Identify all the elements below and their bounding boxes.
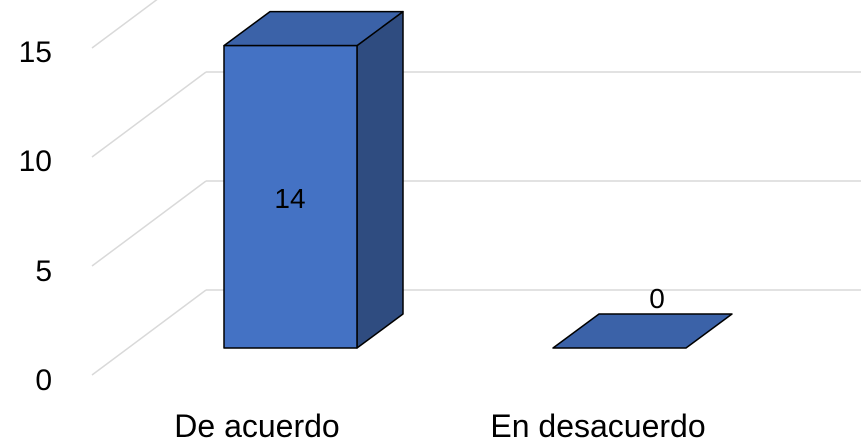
y-axis-ticks: 0 5 10 15 — [19, 36, 52, 397]
bar-side-face — [356, 10, 404, 349]
y-tick-label: 15 — [19, 36, 52, 69]
data-labels: 14 0 — [274, 183, 664, 314]
data-label-de-acuerdo: 14 — [274, 183, 305, 214]
category-label-de-acuerdo: De acuerdo — [174, 408, 339, 444]
y-tick-label: 5 — [35, 255, 52, 288]
bar-de-acuerdo — [223, 10, 404, 349]
gridline-floor — [91, 289, 207, 376]
data-label-en-desacuerdo: 0 — [649, 283, 665, 314]
bar-en-desacuerdo — [552, 313, 733, 349]
x-axis-categories: De acuerdo En desacuerdo — [174, 408, 705, 444]
bars — [223, 10, 733, 349]
gridline-floor — [91, 0, 158, 49]
category-label-en-desacuerdo: En desacuerdo — [490, 408, 705, 444]
gridline-floor — [91, 71, 207, 158]
bar-front-face — [223, 44, 358, 349]
y-tick-label: 0 — [35, 364, 52, 397]
bar-top-face — [552, 313, 733, 349]
y-tick-label: 10 — [19, 145, 52, 178]
gridline-floor — [91, 180, 207, 267]
gridlines — [91, 0, 861, 376]
